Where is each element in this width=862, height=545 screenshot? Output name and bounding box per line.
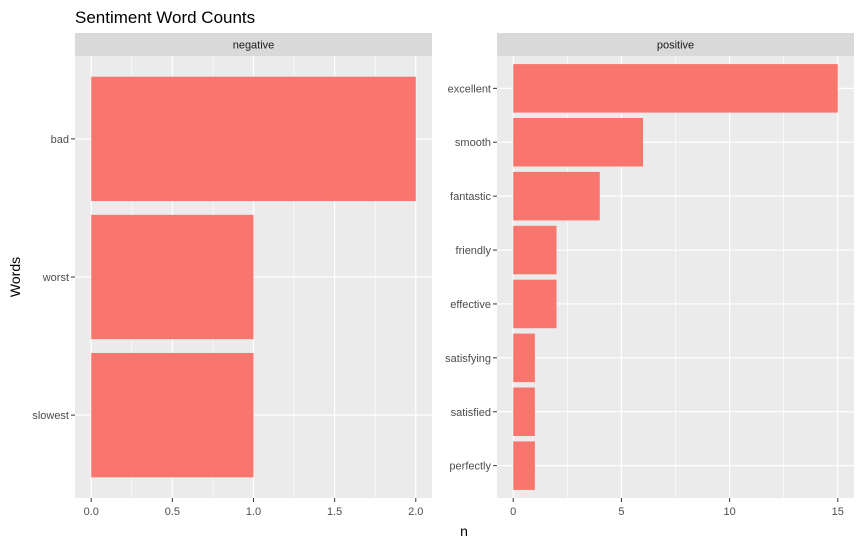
bar-fantastic	[513, 171, 600, 221]
x-ticks-negative: 0.0 0.5 1.0 1.5 2.0	[84, 498, 423, 518]
x-tick-label: 0.0	[84, 506, 99, 518]
panel-negative: negative bad worst slowest 0.0 0.5 1.0 1.5 2.0	[32, 33, 432, 518]
y-ticks-positive: excellent smooth fantastic friendly effectiv…	[445, 83, 497, 473]
x-axis-title: n	[460, 523, 468, 539]
bar-slowest	[91, 352, 254, 478]
bar-friendly	[513, 225, 557, 275]
x-tick-label: 1.0	[246, 506, 261, 518]
x-tick-label: 1.5	[327, 506, 342, 518]
y-tick-label: friendly	[456, 245, 492, 257]
chart-title: Sentiment Word Counts	[75, 8, 255, 27]
bar-bad	[91, 76, 416, 202]
y-tick-label: smooth	[455, 137, 491, 149]
y-tick-label: worst	[42, 272, 69, 284]
y-tick-label: effective	[450, 299, 491, 311]
strip-label-negative: negative	[233, 40, 275, 52]
x-tick-label: 2.0	[408, 506, 423, 518]
bars-negative	[91, 76, 416, 478]
x-tick-label: 15	[832, 506, 844, 518]
strip-positive	[497, 33, 854, 56]
bar-smooth	[513, 117, 644, 167]
x-tick-label: 10	[723, 506, 735, 518]
y-ticks-negative: bad worst slowest	[32, 134, 75, 422]
x-ticks-positive: 0 5 10 15	[510, 498, 844, 518]
x-tick-label: 5	[618, 506, 624, 518]
x-tick-label: 0	[510, 506, 516, 518]
bar-satisfied	[513, 387, 535, 437]
y-tick-label: excellent	[448, 83, 491, 95]
y-tick-label: satisfied	[451, 407, 491, 419]
strip-label-positive: positive	[657, 40, 694, 52]
y-tick-label: perfectly	[449, 461, 491, 473]
bars-positive	[513, 64, 838, 490]
y-tick-label: slowest	[32, 410, 69, 422]
panel-positive: positive excellent smooth fantastic friendl…	[445, 33, 854, 518]
x-tick-label: 0.5	[165, 506, 180, 518]
bar-worst	[91, 214, 254, 340]
bar-excellent	[513, 64, 838, 113]
y-tick-label: satisfying	[445, 353, 491, 365]
y-tick-label: fantastic	[450, 191, 491, 203]
y-axis-title: Words	[7, 257, 23, 297]
bar-perfectly	[513, 441, 535, 490]
bar-effective	[513, 279, 557, 329]
bar-satisfying	[513, 333, 535, 383]
strip-negative	[75, 33, 432, 56]
y-tick-label: bad	[51, 134, 69, 146]
